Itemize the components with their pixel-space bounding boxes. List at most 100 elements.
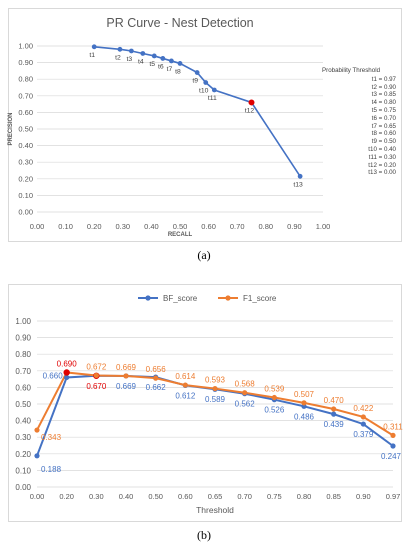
x-tick-label: 0.60 (178, 492, 193, 501)
y-tick-label: 0.10 (15, 466, 31, 475)
pr-point-label: t4 (138, 58, 144, 65)
y-tick-label: 0.10 (18, 191, 33, 200)
F1_score-point (390, 432, 396, 438)
F1_score-point (63, 369, 70, 376)
caption-a: (a) (197, 248, 211, 262)
y-tick-label: 0.30 (15, 433, 31, 442)
x-tick-label: 0.90 (356, 492, 371, 501)
legend-label: F1_score (243, 294, 277, 303)
F1_score-point (271, 394, 277, 401)
x-tick-label: 0.70 (237, 492, 252, 501)
x-tick-label: 0.20 (59, 492, 74, 501)
BF_score-data-label: 0.562 (235, 400, 256, 409)
BF_score-data-label: 0.660 (43, 371, 64, 380)
x-tick-label: 0.10 (58, 222, 73, 231)
F1_score-point (123, 373, 129, 379)
legend-marker-BF_score (145, 295, 151, 301)
F1_score-data-label: 0.669 (116, 363, 137, 372)
x-tick-label: 0.40 (119, 492, 134, 501)
F1_score-point (301, 400, 307, 406)
BF_score-data-label: 0.662 (146, 383, 167, 392)
BF_score-point (64, 374, 70, 381)
x-tick-label: 1.00 (316, 222, 331, 231)
caption-b: (b) (197, 528, 211, 542)
BF_score-point (390, 443, 396, 449)
F1_score-point (182, 382, 188, 388)
threshold-legend-item: t4 = 0.80 (371, 99, 396, 107)
x-tick-label: 0.40 (144, 222, 159, 231)
threshold-legend-item: t13 = 0.00 (368, 169, 396, 177)
x-tick-label: 0.97 (386, 492, 401, 501)
y-tick-label: 0.50 (18, 125, 33, 134)
pr-point-label: t1 (89, 52, 95, 59)
pr-point-label: t5 (149, 61, 155, 68)
x-tick-label: 0.30 (89, 492, 104, 501)
F1_score-data-label: 0.614 (175, 372, 196, 381)
pr-point-label: t12 (245, 107, 255, 114)
pr-point-label: t6 (158, 63, 164, 70)
x-tick-label: 0.85 (326, 492, 341, 501)
pr-curve-chart: PR Curve - Nest Detection 0.00 0.10 0.20 0.3… (8, 16, 331, 238)
pr-point-t5 (151, 53, 157, 59)
y-tick-label: 0.80 (15, 350, 31, 359)
pr-point-label: t9 (192, 78, 198, 85)
y-tick-label: 0.80 (18, 75, 33, 84)
pr-point-t9 (194, 70, 200, 75)
F1_score-point (212, 385, 218, 392)
threshold-legend-item: t5 = 0.75 (371, 106, 396, 114)
BF_score-data-label: 0.669 (116, 382, 137, 391)
x-tick-label: 0.00 (30, 222, 45, 231)
y-tick-label: 0.70 (15, 367, 31, 376)
y-tick-label: 1.00 (18, 42, 33, 51)
pr-point-label: t7 (167, 66, 173, 73)
F1_score-data-label: 0.539 (264, 385, 285, 394)
x-tick-label: 0.00 (30, 492, 45, 501)
pr-point-t10 (203, 80, 209, 85)
F1_score-point (242, 390, 248, 396)
F1_score-data-label: 0.507 (294, 390, 315, 399)
F1_score-data-label: 0.343 (41, 433, 62, 442)
y-tick-label: 0.40 (18, 141, 33, 150)
pr-point-label: t11 (208, 95, 217, 102)
BF_score-data-label: 0.439 (324, 420, 345, 429)
pr-point-label: t2 (115, 54, 121, 61)
BF_score-data-label: 0.188 (41, 465, 62, 474)
x-axis-label: Threshold (196, 505, 234, 515)
legend-label: BF_score (163, 294, 198, 303)
F1_score-data-label: 0.656 (146, 365, 167, 374)
F1_score-data-label: 0.593 (205, 376, 226, 385)
x-tick-label: 0.20 (87, 222, 102, 231)
y-tick-label: 0.90 (15, 334, 31, 343)
y-tick-label: 0.90 (18, 58, 33, 67)
BF_score-data-label: 0.589 (205, 395, 226, 404)
score-threshold-panel (8, 284, 402, 522)
BF_score-point (331, 411, 337, 417)
threshold-legend-item: t6 = 0.70 (371, 114, 396, 122)
y-tick-label: 0.60 (15, 383, 31, 392)
F1_score-data-label: 0.422 (353, 404, 374, 413)
pr-point-t4 (140, 51, 146, 56)
F1_score-point (153, 375, 159, 381)
BF_score-data-label: 0.247 (381, 452, 402, 461)
x-tick-label: 0.30 (115, 222, 130, 231)
F1_score-point (360, 414, 366, 420)
pr-point-label: t10 (199, 88, 209, 95)
F1_score-data-label: 0.672 (86, 362, 107, 371)
y-tick-label: 0.50 (15, 400, 31, 409)
pr-point-t11 (211, 87, 217, 93)
x-tick-label: 0.70 (230, 222, 245, 231)
BF_score-data-label: 0.379 (353, 430, 374, 439)
F1_score-data-label: 0.568 (235, 380, 256, 389)
pr-point-t8 (177, 61, 183, 66)
y-tick-label: 1.00 (15, 317, 31, 326)
x-axis-label: RECALL (168, 232, 193, 238)
legend-marker-F1_score (225, 295, 231, 301)
threshold-legend-item: t12 = 0.20 (368, 161, 396, 169)
y-tick-label: 0.00 (18, 208, 33, 217)
F1_score-data-label: 0.470 (324, 396, 345, 405)
threshold-legend-item: t10 = 0.40 (368, 145, 396, 153)
x-tick-label: 0.65 (208, 492, 223, 501)
F1_score-point (34, 427, 40, 433)
x-tick-label: 0.75 (267, 492, 282, 501)
